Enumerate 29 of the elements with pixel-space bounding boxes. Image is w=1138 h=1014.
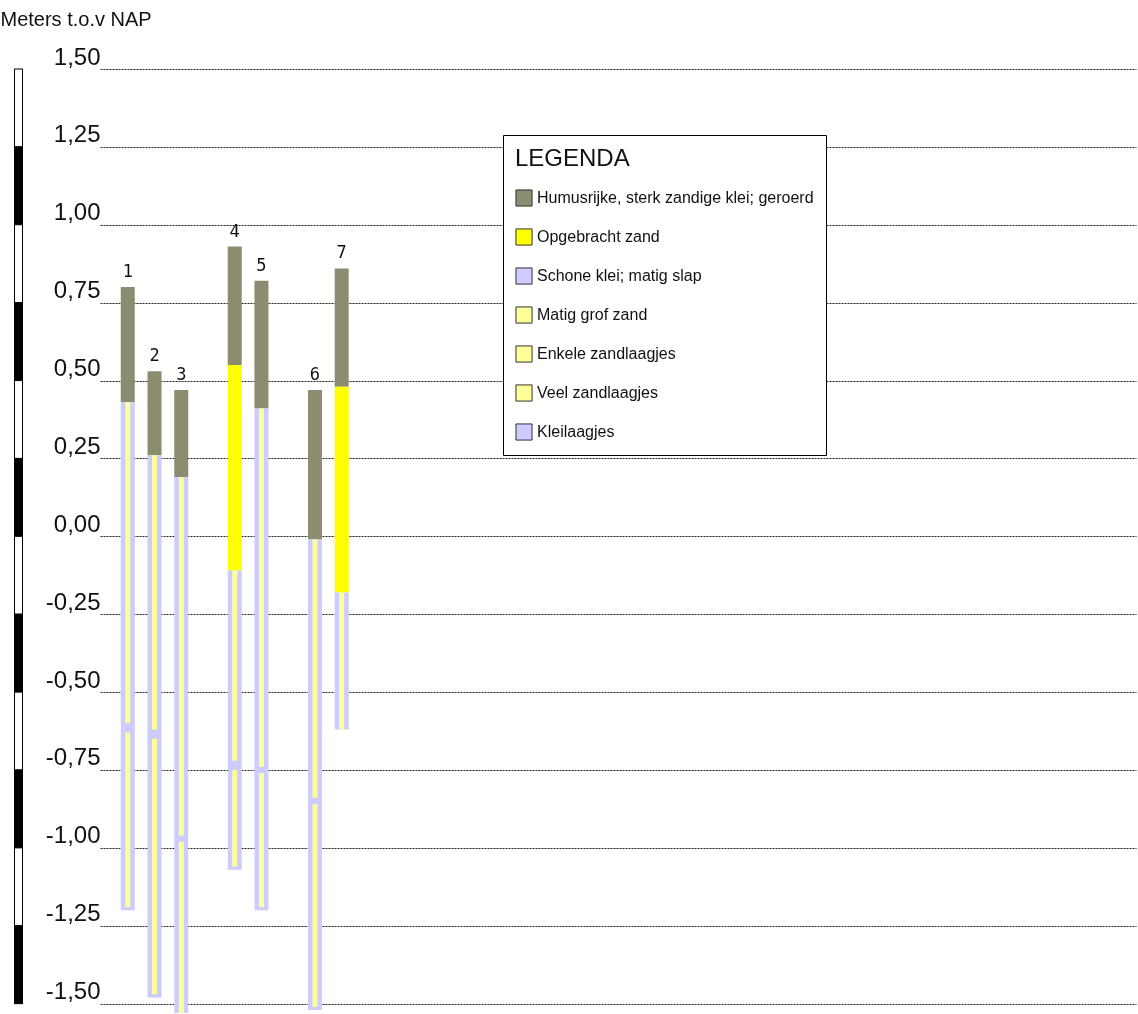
y-tick-label: -1,50 — [45, 977, 101, 1005]
y-tick-label: 0,00 — [53, 509, 101, 537]
y-tick-label: 0,50 — [53, 354, 101, 382]
y-tick-label: -0,75 — [45, 743, 101, 771]
x-tick-label: 2 — [149, 345, 160, 366]
x-tick-label: 5 — [256, 254, 267, 275]
x-tick-label: 3 — [176, 363, 187, 384]
y-tick-label: 0,75 — [53, 276, 101, 304]
legend-label: Humusrijke, sterk zandige klei; geroerd — [537, 189, 814, 206]
y-tick-label: -1,25 — [45, 899, 101, 927]
y-tick-label: 0,25 — [53, 431, 101, 459]
y-tick-label: -1,00 — [45, 821, 101, 849]
y-tick-label: 1,50 — [53, 42, 101, 70]
x-tick-label: 1 — [122, 261, 133, 282]
x-tick-label: 6 — [309, 363, 321, 384]
legend-label: Kleilaagjes — [537, 423, 615, 440]
legend-label: Matig grof zand — [537, 306, 648, 323]
y-tick-label: 1,25 — [53, 120, 101, 148]
x-tick-label: 7 — [336, 242, 347, 263]
x-tick-label: 4 — [229, 220, 240, 241]
y-axis-title: Meters t.o.v NAP — [0, 7, 152, 30]
y-tick-label: -0,25 — [45, 587, 101, 615]
legend-label: Enkele zandlaagjes — [537, 345, 676, 362]
legend-title: LEGENDA — [515, 144, 630, 171]
legend-label: Schone klei; matig slap — [537, 267, 702, 284]
legend-label: Opgebracht zand — [537, 228, 660, 245]
y-tick-label: 1,00 — [53, 198, 101, 226]
y-tick-label: -0,50 — [45, 665, 101, 693]
legend-label: Veel zandlaagjes — [537, 384, 658, 401]
